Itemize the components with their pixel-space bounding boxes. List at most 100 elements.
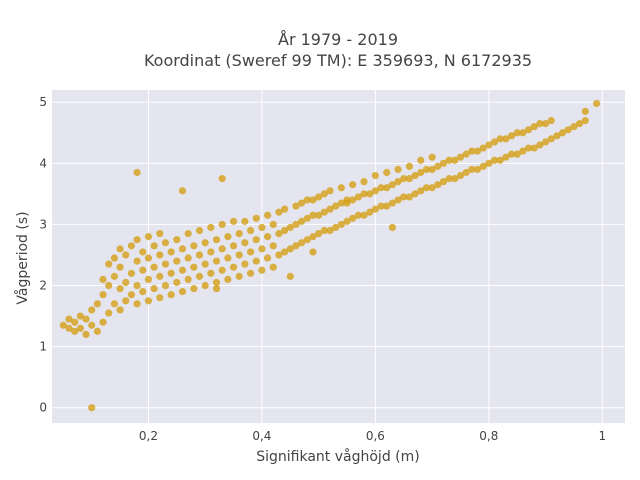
- data-point: [156, 294, 164, 302]
- data-point: [524, 144, 533, 152]
- data-point: [462, 168, 470, 177]
- data-point: [235, 251, 243, 259]
- data-point: [184, 275, 192, 284]
- data-point: [417, 187, 425, 195]
- data-point: [490, 156, 499, 164]
- data-point: [456, 171, 465, 180]
- data-point: [388, 223, 396, 232]
- data-point: [110, 254, 119, 262]
- data-point: [411, 190, 419, 198]
- data-point: [315, 229, 323, 238]
- y-tick-label: 0: [39, 401, 47, 415]
- data-point: [275, 208, 283, 216]
- data-point: [462, 150, 470, 158]
- data-point: [167, 269, 175, 277]
- data-point: [298, 239, 306, 247]
- data-point: [337, 184, 345, 192]
- data-point: [553, 132, 561, 140]
- data-point: [309, 211, 317, 219]
- data-point: [332, 223, 340, 232]
- data-point: [326, 205, 334, 213]
- data-point: [127, 291, 136, 299]
- data-point: [281, 226, 289, 235]
- data-point: [127, 242, 136, 250]
- data-point: [371, 171, 379, 180]
- data-point: [65, 315, 73, 323]
- data-point: [263, 254, 272, 262]
- data-point: [116, 263, 124, 271]
- data-point: [178, 187, 187, 195]
- data-point: [502, 135, 510, 143]
- data-point: [178, 245, 187, 253]
- data-point: [110, 300, 119, 308]
- data-point: [434, 181, 442, 189]
- data-point: [292, 242, 300, 250]
- data-point: [394, 165, 402, 174]
- data-point: [246, 269, 255, 277]
- data-point: [366, 208, 374, 216]
- data-point: [93, 327, 101, 335]
- data-point: [116, 306, 124, 314]
- data-point: [485, 159, 493, 167]
- data-point: [65, 324, 73, 332]
- data-point: [541, 120, 550, 128]
- y-axis-label: Vågperiod (s): [14, 211, 31, 304]
- data-point: [275, 251, 283, 259]
- data-point: [252, 214, 260, 222]
- data-point: [422, 184, 431, 192]
- data-point: [303, 196, 311, 204]
- data-point: [428, 184, 436, 192]
- data-point: [439, 178, 448, 186]
- data-point: [150, 242, 158, 250]
- data-point: [468, 165, 476, 174]
- data-point: [349, 196, 357, 204]
- data-point: [383, 168, 391, 177]
- data-point: [105, 309, 113, 317]
- data-point: [229, 242, 238, 250]
- data-point: [405, 175, 414, 183]
- data-point: [156, 229, 164, 238]
- data-point: [173, 236, 181, 244]
- y-tick-label: 2: [39, 279, 47, 293]
- data-point: [218, 175, 226, 183]
- data-point: [354, 193, 362, 201]
- data-point: [258, 223, 266, 232]
- data-point: [479, 144, 487, 152]
- data-point: [428, 165, 436, 174]
- data-point: [439, 159, 448, 167]
- data-point: [507, 132, 516, 140]
- data-point: [178, 288, 187, 296]
- data-point: [178, 266, 187, 274]
- data-point: [343, 217, 351, 225]
- grid-lines: [52, 90, 625, 423]
- data-point: [496, 156, 504, 164]
- data-point: [133, 257, 141, 265]
- data-point: [258, 266, 266, 274]
- data-point: [507, 150, 516, 158]
- data-point: [315, 193, 323, 201]
- data-point: [286, 223, 294, 232]
- data-point: [212, 236, 221, 244]
- data-point: [144, 275, 153, 284]
- data-point: [190, 284, 198, 293]
- data-point: [468, 147, 476, 155]
- data-point: [173, 278, 181, 287]
- data-point: [59, 321, 67, 329]
- y-tick-label: 3: [39, 217, 47, 231]
- data-point: [434, 162, 442, 170]
- data-point: [411, 171, 419, 180]
- data-point: [320, 190, 328, 198]
- data-point: [212, 257, 221, 265]
- data-point: [405, 193, 414, 201]
- x-tick-label: 0,2: [139, 429, 158, 443]
- data-point: [133, 300, 141, 308]
- data-point: [201, 281, 209, 290]
- data-point: [229, 263, 238, 271]
- data-point: [490, 138, 499, 146]
- data-point: [428, 153, 436, 161]
- x-axis-label: Signifikant våghöjd (m): [256, 448, 419, 465]
- data-point: [473, 165, 482, 174]
- data-point: [360, 178, 368, 186]
- x-tick-label: 0,8: [479, 429, 498, 443]
- data-point: [190, 242, 198, 250]
